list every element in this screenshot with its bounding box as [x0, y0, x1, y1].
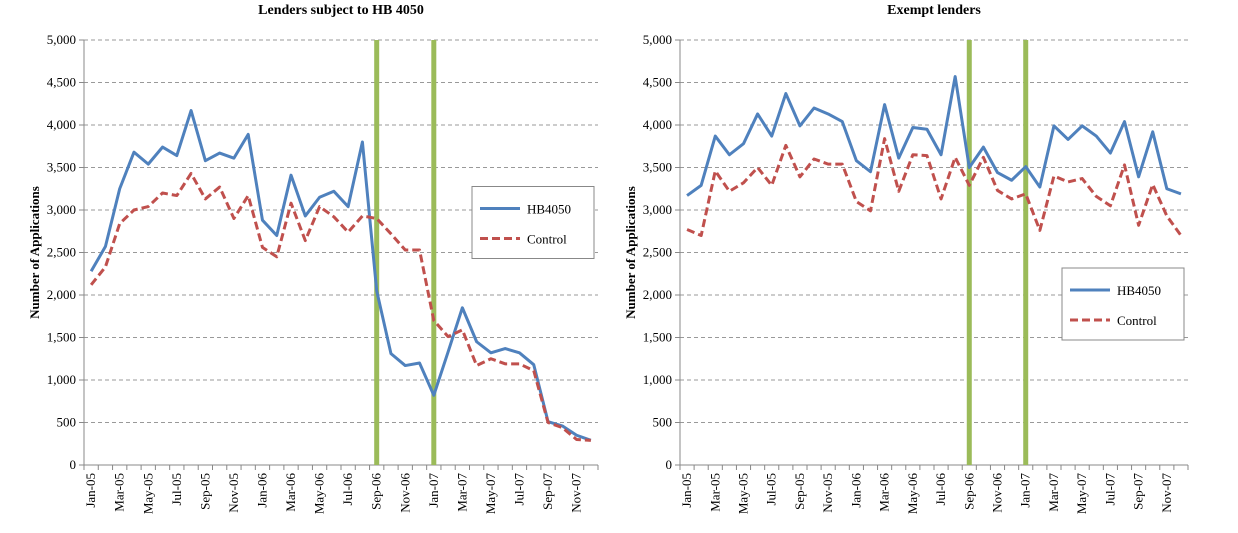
- x-tick-label: Jul-05: [169, 473, 184, 506]
- x-tick-label: Jul-07: [1102, 473, 1117, 506]
- x-tick-label: Jul-07: [511, 473, 526, 506]
- y-tick-label: 1,000: [47, 372, 76, 387]
- y-tick-label: 4,500: [47, 75, 76, 90]
- y-tick-label: 1,500: [643, 330, 672, 345]
- y-tick-label: 4,000: [643, 117, 672, 132]
- x-tick-label: Jan-05: [679, 473, 694, 508]
- y-tick-label: 3,500: [47, 160, 76, 175]
- x-tick-label: May-05: [140, 473, 155, 514]
- x-tick-label: May-06: [905, 473, 920, 515]
- x-tick-label: May-06: [312, 473, 327, 515]
- x-tick-label: May-05: [736, 473, 751, 514]
- x-tick-label: Mar-05: [112, 473, 127, 512]
- x-tick-label: Mar-07: [454, 473, 469, 512]
- x-tick-label: Jan-05: [83, 473, 98, 508]
- x-tick-label: Jan-06: [254, 473, 269, 508]
- legend-label: Control: [527, 232, 567, 247]
- legend: HB4050 Control: [1061, 267, 1185, 341]
- legend-label: HB4050: [527, 202, 571, 217]
- x-tick-label: Jul-05: [764, 473, 779, 506]
- x-tick-label: May-07: [483, 473, 498, 515]
- x-tick-label: Nov-07: [569, 473, 584, 513]
- y-tick-label: 4,500: [643, 75, 672, 90]
- y-tick-label: 5,000: [643, 32, 672, 47]
- y-tick-label: 3,000: [47, 202, 76, 217]
- x-tick-label: Mar-06: [877, 473, 892, 512]
- legend-label: Control: [1117, 313, 1157, 328]
- series-line: [89, 171, 591, 442]
- x-tick-label: Sep-05: [197, 473, 212, 510]
- legend: HB4050 Control: [471, 186, 595, 259]
- x-tick-label: Nov-05: [820, 473, 835, 513]
- y-tick-label: 2,000: [643, 287, 672, 302]
- x-tick-label: Nov-06: [990, 473, 1005, 513]
- y-tick-label: 3,500: [643, 160, 672, 175]
- series-line: [89, 109, 592, 442]
- x-tick-label: Jul-06: [340, 473, 355, 506]
- legend-box: [471, 186, 595, 259]
- y-tick-label: 5,000: [47, 32, 76, 47]
- x-tick-label: Jan-06: [848, 473, 863, 508]
- x-tick-label: Mar-05: [707, 473, 722, 512]
- x-tick-label: Nov-05: [226, 473, 241, 513]
- x-tick-label: Sep-05: [792, 473, 807, 510]
- x-tick-label: Sep-06: [369, 473, 384, 510]
- x-tick-label: Jan-07: [1018, 473, 1033, 508]
- y-tick-label: 0: [70, 457, 77, 472]
- x-tick-label: Mar-07: [1046, 473, 1061, 512]
- y-tick-label: 3,000: [643, 202, 672, 217]
- x-tick-label: Sep-07: [1131, 473, 1146, 510]
- legend-label: HB4050: [1117, 283, 1161, 298]
- x-tick-label: Nov-06: [397, 473, 412, 513]
- x-tick-label: Mar-06: [283, 473, 298, 512]
- series-line: [686, 75, 1182, 197]
- legend-box: [1061, 267, 1185, 341]
- y-tick-label: 2,500: [47, 245, 76, 260]
- y-tick-label: 4,000: [47, 117, 76, 132]
- y-tick-label: 2,000: [47, 287, 76, 302]
- y-tick-label: 500: [57, 415, 77, 430]
- x-tick-label: Sep-07: [540, 473, 555, 510]
- y-axis-label: Number of Applications: [27, 186, 42, 319]
- series-line: [686, 137, 1183, 237]
- y-tick-label: 500: [653, 415, 673, 430]
- y-axis-label: Number of Applications: [623, 186, 638, 319]
- x-tick-label: Sep-06: [961, 473, 976, 510]
- x-tick-label: Jul-06: [933, 473, 948, 506]
- chart-title: Lenders subject to HB 4050: [258, 3, 424, 18]
- y-tick-label: 0: [666, 457, 673, 472]
- y-tick-label: 1,000: [643, 372, 672, 387]
- chart-title: Exempt lenders: [887, 3, 981, 18]
- y-tick-label: 1,500: [47, 330, 76, 345]
- y-tick-label: 2,500: [643, 245, 672, 260]
- x-tick-label: Nov-07: [1159, 473, 1174, 513]
- x-tick-label: May-07: [1074, 473, 1089, 515]
- x-tick-label: Jan-07: [426, 473, 441, 508]
